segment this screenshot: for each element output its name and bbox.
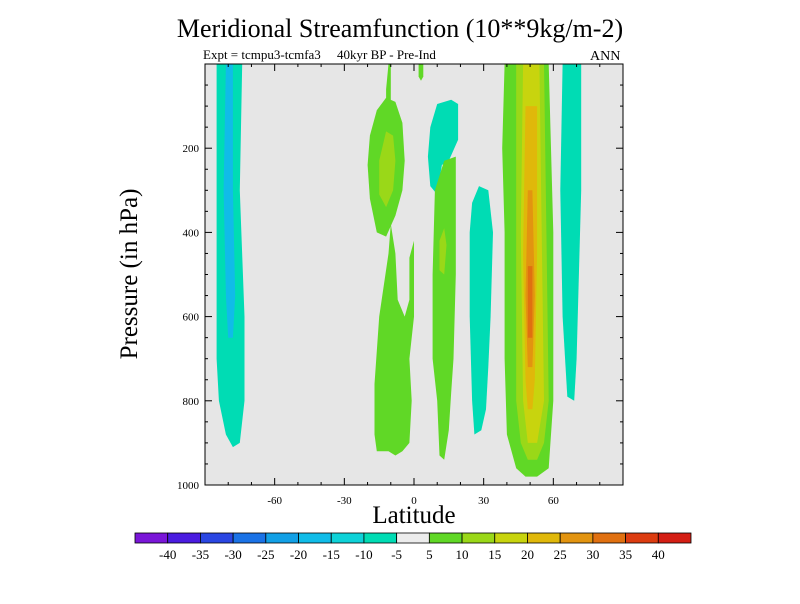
colorbar-swatch bbox=[200, 532, 234, 544]
contour-regions bbox=[216, 64, 582, 477]
colorbar-swatch bbox=[527, 532, 561, 544]
colorbar-label: -20 bbox=[290, 547, 307, 562]
x-tick-label: -30 bbox=[337, 495, 352, 507]
colorbar-swatch bbox=[396, 532, 430, 544]
contour-region-nh-jet-peak bbox=[527, 266, 533, 338]
contour-region-tropical-upper-core bbox=[379, 131, 396, 208]
colorbar-swatch bbox=[363, 532, 398, 544]
axis-ticks: -60 -30 0 30 60 200 400 600 800 1000 bbox=[177, 64, 623, 507]
y-tick-label: 400 bbox=[183, 227, 200, 239]
chart-title: Meridional Streamfunction (10**9kg/m-2) bbox=[176, 14, 624, 43]
colorbar-swatch bbox=[167, 532, 201, 544]
colorbar-swatch bbox=[657, 532, 692, 544]
y-tick-label: 200 bbox=[183, 143, 200, 155]
x-tick-label: -60 bbox=[267, 495, 282, 507]
colorbar-swatch bbox=[134, 532, 169, 544]
colorbar-swatch bbox=[232, 532, 267, 544]
y-tick-label: 600 bbox=[183, 312, 200, 324]
season-label: ANN bbox=[590, 49, 621, 64]
contour-region-tropical-lower-east bbox=[432, 156, 456, 460]
y-tick-label: 1000 bbox=[177, 480, 200, 492]
colorbar-swatch bbox=[559, 532, 594, 544]
colorbar: -40 -35 -30 -25 -20 -15 -10 -5 5 10 15 20 25 30 35 40 bbox=[134, 532, 692, 562]
colorbar-label: -25 bbox=[257, 547, 274, 562]
colorbar-label: -35 bbox=[192, 547, 209, 562]
colorbar-swatch bbox=[330, 532, 365, 544]
colorbar-swatch bbox=[625, 532, 659, 544]
y-axis-label: Pressure (in hPa) bbox=[116, 188, 143, 360]
colorbar-swatch bbox=[428, 532, 463, 544]
colorbar-label: -40 bbox=[159, 547, 176, 562]
colorbar-label: 35 bbox=[619, 547, 632, 562]
contour-region-tropical-lower-east-core bbox=[439, 228, 447, 275]
x-tick-label: 0 bbox=[411, 495, 417, 507]
x-tick-label: 30 bbox=[478, 495, 490, 507]
colorbar-label: 5 bbox=[426, 547, 433, 562]
colorbar-swatch bbox=[494, 532, 528, 544]
contour-region-tropical-lower-west bbox=[374, 224, 414, 456]
y-tick-label: 800 bbox=[183, 396, 200, 408]
colorbar-swatch bbox=[265, 532, 299, 544]
colorbar-label: 20 bbox=[521, 547, 534, 562]
x-tick-label: 60 bbox=[548, 495, 560, 507]
x-axis-label: Latitude bbox=[372, 502, 456, 529]
colorbar-label: 40 bbox=[652, 547, 665, 562]
colorbar-label: -30 bbox=[224, 547, 241, 562]
colorbar-label: 10 bbox=[456, 547, 469, 562]
colorbar-swatch bbox=[592, 532, 626, 544]
colorbar-swatch bbox=[461, 532, 496, 544]
contour-region-sh-cell-inner bbox=[223, 64, 236, 338]
colorbar-label: 25 bbox=[554, 547, 567, 562]
chart-subtitle: Expt = tcmpu3-tcmfa3 40kyr BP - Pre-Ind bbox=[203, 47, 436, 62]
colorbar-label: 15 bbox=[488, 547, 501, 562]
contour-region-equatorial-top-sliver bbox=[418, 64, 424, 81]
colorbar-swatch bbox=[298, 532, 332, 544]
colorbar-label: -5 bbox=[391, 547, 402, 562]
contour-region-nh-polar-cell bbox=[560, 64, 582, 401]
colorbar-label: -15 bbox=[323, 547, 340, 562]
colorbar-label: -10 bbox=[355, 547, 372, 562]
contour-region-nh-subtropical-cell bbox=[469, 186, 493, 435]
contour-region-tropical-top-sliver bbox=[386, 64, 391, 111]
contour-region-nh-upper-tropical bbox=[427, 99, 459, 195]
colorbar-label: 30 bbox=[586, 547, 599, 562]
